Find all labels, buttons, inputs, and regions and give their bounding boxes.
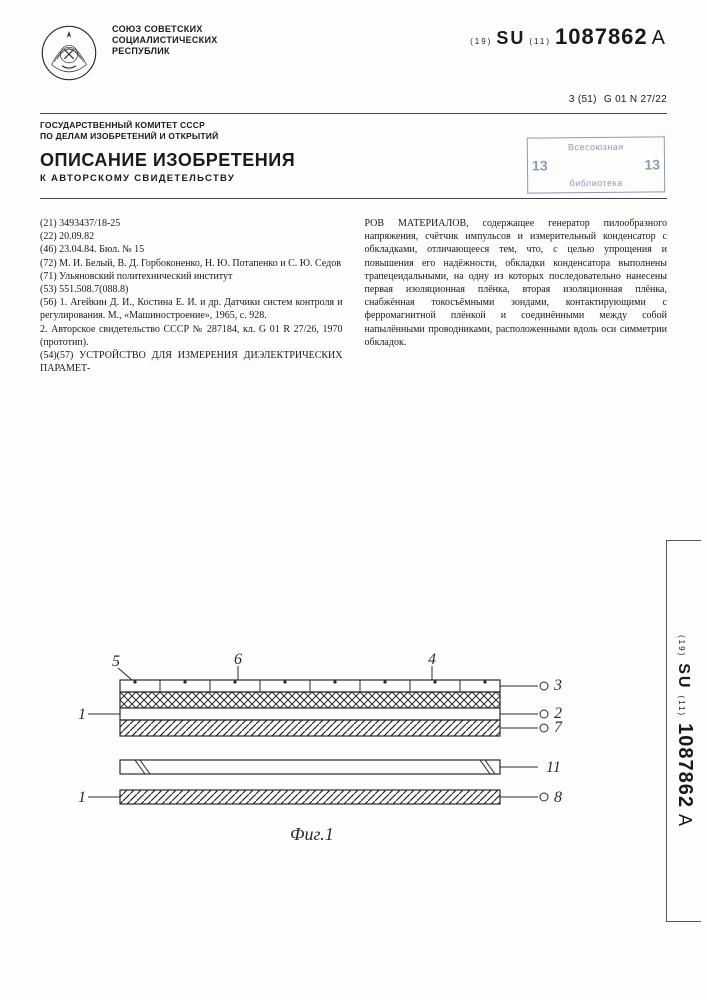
figure-1: 5 6 4 3 2 7 11 8 1 1 Фиг.1 — [0, 560, 707, 940]
left-column: (21) 3493437/18-25 (22) 20.09.82 (46) 23… — [40, 217, 343, 375]
label-11: 11 — [546, 759, 561, 776]
stamp-bottom: библиотека — [532, 178, 660, 189]
stamp-top: Всесоюзная — [532, 142, 660, 153]
code-19: (19) — [470, 37, 492, 46]
union-line-2: СОЦИАЛИСТИЧЕСКИХ — [112, 35, 383, 46]
stamp-mid: 13 13 — [532, 157, 660, 174]
ussr-emblem-icon — [40, 24, 98, 82]
label-5: 5 — [112, 653, 120, 670]
doc-suffix: A — [652, 27, 667, 50]
library-stamp: Всесоюзная 13 13 библиотека — [527, 137, 665, 194]
label-6: 6 — [234, 651, 242, 668]
union-name: СОЮЗ СОВЕТСКИХ СОЦИАЛИСТИЧЕСКИХ РЕСПУБЛИ… — [112, 24, 383, 56]
bottom-bar — [120, 790, 500, 804]
label-7: 7 — [554, 719, 563, 736]
union-line-1: СОЮЗ СОВЕТСКИХ — [112, 24, 383, 35]
title-block: ОПИСАНИЕ ИЗОБРЕТЕНИЯ К АВТОРСКОМУ СВИДЕТ… — [0, 141, 707, 184]
label-4: 4 — [428, 651, 436, 668]
code-su: SU — [496, 28, 525, 49]
header: СОЮЗ СОВЕТСКИХ СОЦИАЛИСТИЧЕСКИХ РЕСПУБЛИ… — [0, 0, 707, 88]
side-code-19: (19) — [677, 635, 686, 657]
patent-page: СОЮЗ СОВЕТСКИХ СОЦИАЛИСТИЧЕСКИХ РЕСПУБЛИ… — [0, 0, 707, 1000]
figure-caption: Фиг.1 — [290, 824, 334, 844]
doc-number: 1087862 — [555, 24, 648, 50]
label-3: 3 — [553, 677, 562, 694]
code-11: (11) — [529, 37, 551, 46]
union-line-3: РЕСПУБЛИК — [112, 46, 383, 57]
divider-line-2 — [40, 198, 667, 199]
right-column: РОВ МАТЕРИАЛОВ, содержащее генератор пил… — [365, 217, 668, 375]
side-tab-text: (19) SU (11) 1087862 A — [673, 635, 696, 828]
body-columns: (21) 3493437/18-25 (22) 20.09.82 (46) 23… — [0, 203, 707, 375]
top-assembly — [120, 680, 500, 736]
ipc-code: G 01 N 27/22 — [604, 94, 667, 105]
side-tab: (19) SU (11) 1087862 A — [666, 540, 701, 922]
side-doc-number: 1087862 — [673, 723, 696, 808]
figure-svg: 5 6 4 3 2 7 11 8 1 1 Фиг.1 — [60, 640, 620, 920]
label-1b: 1 — [78, 789, 86, 806]
label-8: 8 — [554, 789, 562, 806]
side-code-su: SU — [674, 663, 692, 689]
ipc-prefix: 3 (51) — [569, 94, 597, 105]
stamp-right: 13 — [644, 157, 660, 173]
divider-line — [40, 113, 667, 114]
side-code-11: (11) — [677, 695, 686, 717]
doc-code-main: (19) SU (11) 1087862 A — [397, 24, 668, 50]
ipc-line: 3 (51) G 01 N 27/22 — [0, 88, 707, 105]
stamp-left: 13 — [532, 158, 548, 174]
mid-bar — [120, 760, 500, 774]
label-1a: 1 — [78, 706, 86, 723]
doc-code: (19) SU (11) 1087862 A — [397, 24, 668, 50]
committee-line-1: ГОСУДАРСТВЕННЫЙ КОМИТЕТ СССР — [40, 120, 667, 131]
side-doc-suffix: A — [674, 813, 695, 827]
